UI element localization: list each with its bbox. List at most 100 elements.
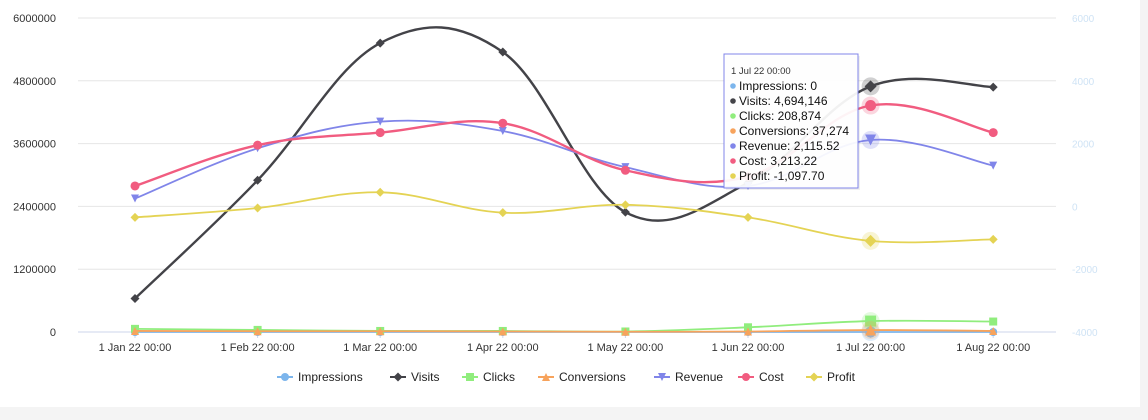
data-point (989, 326, 998, 335)
legend-label: Impressions (298, 370, 363, 384)
x-axis: 1 Jan 22 00:00 1 Feb 22 00:00 1 Mar 22 00:… (99, 332, 1030, 354)
tooltip-bullet (730, 83, 736, 89)
tooltip-row: Cost: 3,213.22 (739, 154, 817, 168)
series-visits (130, 26, 998, 304)
legend-symbol (742, 373, 750, 381)
legend-label: Profit (827, 370, 856, 384)
data-point (375, 128, 385, 138)
data-point (865, 134, 877, 146)
x-tick-label: 1 Aug 22 00:00 (956, 342, 1030, 354)
series-layer (130, 26, 998, 341)
series-line-visits (134, 26, 994, 300)
tooltip-row: Clicks: 208,874 (739, 109, 821, 123)
legend-item-revenue[interactable]: Revenue (654, 370, 723, 384)
data-point (130, 212, 140, 222)
tooltip-row: Revenue: 2,115.52 (739, 139, 840, 153)
tooltip-row: Conversions: 37,274 (739, 124, 849, 138)
tooltip-row: Impressions: 0 (739, 79, 817, 93)
y-tick-label-left: 6000000 (13, 13, 56, 25)
y-tick-label-left: 3600000 (13, 139, 56, 151)
tooltip-bullet (730, 173, 736, 179)
series-line-profit (134, 191, 994, 244)
legend-symbol (658, 373, 666, 381)
data-point (253, 327, 262, 336)
x-tick-label: 1 Mar 22 00:00 (343, 342, 417, 354)
legend-label: Revenue (675, 370, 723, 384)
data-point (130, 181, 140, 191)
data-point (375, 38, 385, 48)
x-tick-label: 1 Jan 22 00:00 (99, 342, 172, 354)
legend[interactable]: Impressions Visits Clicks Conversions Revenu… (277, 370, 856, 384)
data-point (864, 234, 877, 247)
data-point (498, 118, 508, 128)
legend-label: Conversions (559, 370, 626, 384)
legend-symbol (466, 373, 474, 381)
x-tick-label: 1 May 22 00:00 (587, 342, 663, 354)
data-point (865, 315, 877, 327)
legend-label: Visits (411, 370, 439, 384)
y-tick-label-right: -4000 (1072, 328, 1098, 339)
x-tick-label: 1 Jun 22 00:00 (712, 342, 785, 354)
legend-item-cost[interactable]: Cost (738, 370, 784, 384)
y-tick-label-left: 2400000 (13, 201, 56, 213)
legend-item-visits[interactable]: Visits (390, 370, 439, 384)
y-tick-label-left: 0 (50, 327, 56, 339)
y-tick-label-right: -2000 (1072, 265, 1098, 276)
legend-item-conversions[interactable]: Conversions (538, 370, 626, 384)
data-point (621, 327, 630, 336)
data-point (620, 165, 630, 175)
data-point (865, 100, 877, 112)
data-point (253, 175, 263, 185)
data-point (498, 327, 507, 336)
x-tick-label: 1 Jul 22 00:00 (836, 342, 905, 354)
y-tick-label-right: 4000 (1072, 77, 1095, 88)
series-revenue (131, 117, 998, 203)
legend-symbol (542, 373, 550, 381)
y-axis-left: 6000000 4800000 3600000 2400000 1200000 0 (13, 13, 56, 339)
legend-item-clicks[interactable]: Clicks (462, 370, 515, 384)
tooltip-row: Visits: 4,694,146 (739, 94, 828, 108)
data-point (620, 207, 630, 217)
tooltip-box (723, 53, 859, 189)
legend-symbol (281, 373, 289, 381)
data-point (498, 127, 507, 136)
grid-lines (78, 17, 1056, 333)
y-tick-label-right: 6000 (1072, 14, 1095, 25)
data-point (253, 140, 263, 150)
legend-label: Cost (759, 370, 784, 384)
legend-item-impressions[interactable]: Impressions (277, 370, 363, 384)
y-tick-label-left: 4800000 (13, 76, 56, 88)
y-axis-right: 6000 4000 2000 0 -2000 -4000 (1072, 14, 1098, 339)
data-point (498, 208, 508, 218)
x-tick-label: 1 Apr 22 00:00 (467, 342, 539, 354)
data-point (376, 327, 385, 336)
tooltip-bullet (730, 158, 736, 164)
data-point (744, 327, 752, 336)
legend-symbol (393, 372, 403, 382)
series-line-conversions (134, 329, 994, 333)
tooltip-bullet (730, 143, 736, 149)
data-point (620, 200, 630, 210)
data-point (865, 324, 877, 336)
data-point (989, 161, 998, 170)
data-point (988, 82, 998, 92)
y-tick-label-left: 1200000 (13, 264, 56, 276)
data-point (743, 212, 753, 222)
tooltip-bullet (730, 113, 736, 119)
data-point (988, 234, 998, 244)
data-point (498, 47, 508, 57)
tooltip-row: Profit: -1,097.70 (739, 169, 825, 183)
tooltip-bullet (730, 128, 736, 134)
data-point (989, 317, 998, 326)
legend-item-profit[interactable]: Profit (806, 370, 856, 384)
y-tick-label-right: 2000 (1072, 140, 1095, 151)
x-tick-label: 1 Feb 22 00:00 (221, 342, 295, 354)
data-point (988, 128, 998, 138)
series-profit (130, 187, 998, 250)
data-point (864, 80, 877, 93)
legend-label: Clicks (483, 370, 515, 384)
data-point (130, 294, 140, 304)
data-point (744, 323, 752, 332)
y-tick-label-right: 0 (1072, 202, 1078, 213)
